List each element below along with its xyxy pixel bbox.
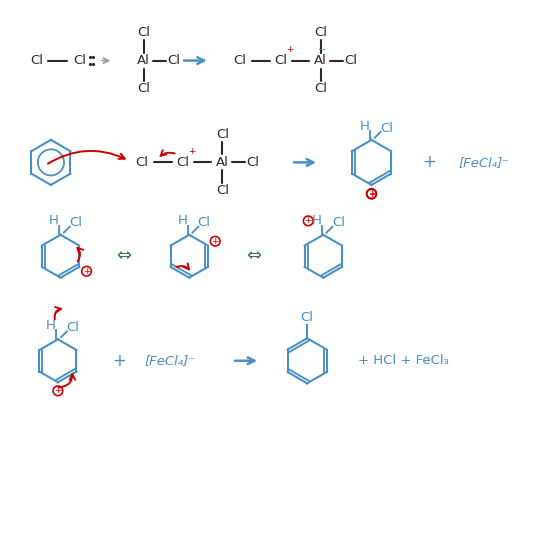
Text: Cl: Cl (314, 82, 327, 95)
Text: Cl: Cl (167, 54, 180, 67)
Text: H: H (360, 120, 370, 133)
Text: Cl: Cl (176, 156, 189, 169)
Text: Cl: Cl (67, 321, 79, 334)
Text: + HCl + FeCl₃: + HCl + FeCl₃ (358, 354, 449, 367)
Text: Cl: Cl (332, 217, 345, 229)
Text: Cl: Cl (234, 54, 246, 67)
Text: Cl: Cl (246, 156, 259, 169)
Text: +: + (188, 147, 196, 156)
Text: H: H (46, 319, 56, 332)
Text: +: + (286, 45, 294, 54)
Text: Cl: Cl (137, 26, 150, 39)
Text: ⇔: ⇔ (116, 248, 131, 265)
Text: H: H (311, 214, 321, 227)
Text: Cl: Cl (137, 82, 150, 95)
Text: Cl: Cl (344, 54, 357, 67)
Text: +: + (422, 153, 436, 172)
Text: Cl: Cl (198, 217, 211, 229)
Text: Cl: Cl (135, 156, 149, 169)
Text: +: + (113, 352, 127, 370)
Text: +: + (54, 386, 62, 395)
Text: ⇔: ⇔ (246, 248, 261, 265)
Text: Cl: Cl (30, 54, 43, 67)
Text: Al: Al (216, 156, 229, 169)
Text: −: − (317, 45, 326, 55)
Text: +: + (368, 190, 375, 199)
Text: Cl: Cl (73, 54, 86, 67)
Text: Cl: Cl (314, 26, 327, 39)
Text: Al: Al (314, 54, 327, 67)
Text: H: H (48, 214, 58, 227)
Text: [FeCl₄]⁻: [FeCl₄]⁻ (145, 354, 196, 367)
Text: +: + (83, 267, 90, 276)
Text: Cl: Cl (380, 122, 393, 135)
Text: Cl: Cl (69, 217, 82, 229)
Text: [FeCl₄]⁻: [FeCl₄]⁻ (459, 156, 510, 169)
Text: Cl: Cl (301, 311, 314, 324)
Text: Cl: Cl (216, 128, 229, 141)
Text: Cl: Cl (216, 184, 229, 197)
Text: +: + (305, 216, 312, 225)
Text: +: + (211, 236, 219, 246)
Text: H: H (177, 214, 187, 227)
Text: Cl: Cl (274, 54, 287, 67)
Text: +: + (368, 189, 375, 198)
Text: Al: Al (137, 54, 150, 67)
